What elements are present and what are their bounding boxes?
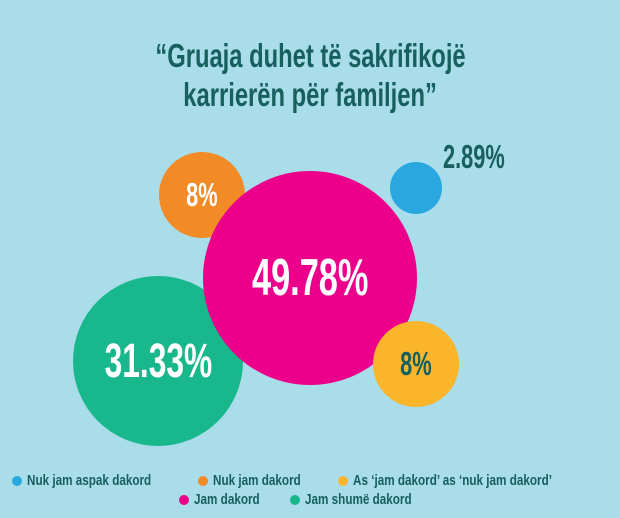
chart-title-line-2: karrierën për familjen”: [183, 76, 437, 113]
legend-label: Nuk jam dakord: [213, 472, 302, 489]
legend-item-jam-shume-dakord: Jam shumë dakord: [289, 491, 442, 508]
bubble-jam-shume-dakord: 31.33%: [73, 276, 243, 446]
chart-title-line-1: “Gruaja duhet të sakrifikojë: [154, 37, 466, 74]
bubble-value-nuk-jam-aspak-dakord: 2.89%: [443, 138, 505, 175]
legend-dot-orange-icon: [198, 475, 209, 486]
legend: Nuk jam aspak dakord Nuk jam dakord As ‘…: [0, 472, 620, 508]
legend-dot-pink-icon: [178, 494, 189, 505]
legend-row-2: Jam dakord Jam shumë dakord: [0, 491, 620, 508]
legend-label: Jam shumë dakord: [304, 491, 412, 508]
bubble-value-jam-dakord: 49.78%: [251, 249, 369, 307]
chart-title: “Gruaja duhet të sakrifikojë karrierën p…: [0, 36, 620, 114]
legend-label: Nuk jam aspak dakord: [27, 472, 152, 489]
legend-label: As ‘jam dakord’ as ‘nuk jam dakord’: [352, 472, 552, 489]
bubble-value-jam-shume-dakord: 31.33%: [104, 334, 212, 388]
legend-label: Jam dakord: [193, 491, 260, 508]
bubble-nuk-jam-aspak-dakord: [390, 162, 442, 214]
legend-row-1: Nuk jam aspak dakord Nuk jam dakord As ‘…: [0, 472, 620, 489]
legend-dot-yellow-icon: [337, 475, 348, 486]
bubble-value-as-jam-as-nuk: 8%: [400, 345, 432, 382]
legend-item-nuk-jam-dakord: Nuk jam dakord: [198, 472, 326, 489]
legend-item-nuk-jam-aspak-dakord: Nuk jam aspak dakord: [12, 472, 186, 489]
bubble-nuk-jam-dakord: 8%: [159, 152, 245, 238]
legend-dot-green-icon: [289, 494, 300, 505]
legend-dot-blue-icon: [12, 475, 23, 486]
bubble-as-jam-as-nuk: 8%: [373, 321, 459, 407]
legend-item-jam-dakord: Jam dakord: [178, 491, 278, 508]
legend-item-as-jam-as-nuk: As ‘jam dakord’ as ‘nuk jam dakord’: [337, 472, 608, 489]
bubble-value-nuk-jam-dakord: 8%: [186, 176, 218, 213]
